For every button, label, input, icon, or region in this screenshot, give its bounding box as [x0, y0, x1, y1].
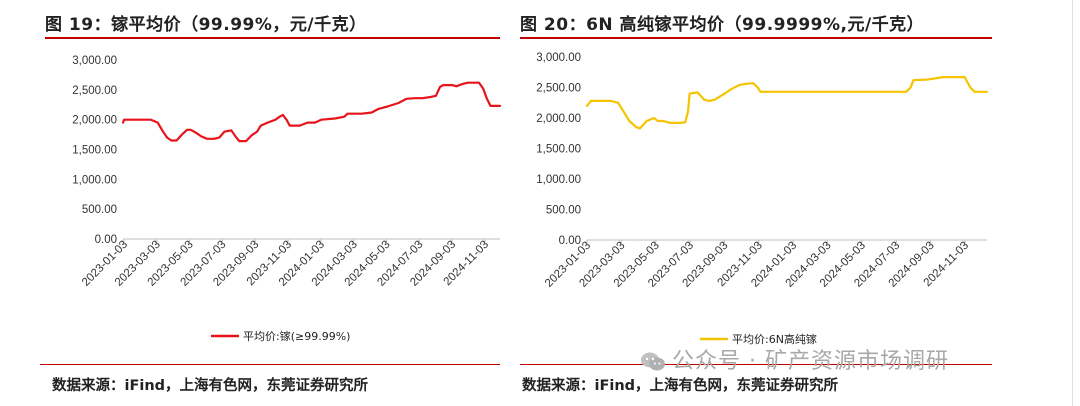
data-source: 数据来源：iFind，上海有色网，东莞证券研究所 [52, 378, 369, 394]
chart-title: 图 19：镓平均价（99.99%，元/千克） [45, 15, 367, 35]
bottom-rule [40, 364, 500, 365]
y-tick-label: 500.00 [546, 205, 581, 217]
wechat-icon [641, 352, 665, 371]
y-tick-label: 1,500.00 [72, 145, 117, 157]
series-line [121, 81, 502, 143]
y-tick-label: 500.00 [82, 204, 117, 216]
legend-label: 平均价:镓(≥99.99%) [243, 329, 350, 343]
line-chart-gallium-price: 3,000.00 2,500.00 2,000.00 1,500.00 1,000.00… [72, 55, 502, 343]
series-line [585, 75, 989, 130]
y-tick-label: 3,000.00 [536, 52, 581, 64]
watermark: 公众号 · 矿产资源市场调研 [640, 343, 949, 375]
chart-title: 图 20：6N 高纯镓平均价（99.9999%,元/千克） [520, 15, 925, 35]
y-tick-label: 1,500.00 [536, 144, 581, 156]
title-rule [520, 37, 992, 39]
y-tick-label: 1,000.00 [72, 174, 117, 186]
title-rule [45, 37, 500, 39]
chart-panel-gallium-99.99: 图 19：镓平均价（99.99%，元/千克） 3,000.00 2,500.00 2… [40, 0, 545, 406]
y-tick-label: 3,000.00 [72, 55, 117, 67]
bottom-rule [520, 364, 992, 365]
y-tick-label: 2,000.00 [72, 115, 117, 127]
y-tick-label: 2,000.00 [536, 113, 581, 125]
chart-panel-6n-gallium: 图 20：6N 高纯镓平均价（99.9999%,元/千克） 3,000.00 2,… [520, 0, 1020, 406]
watermark-text: 公众号 · 矿产资源市场调研 [672, 349, 949, 374]
y-tick-label: 0.00 [559, 235, 581, 247]
page-edge [1072, 0, 1073, 406]
data-source: 数据来源：iFind，上海有色网，东莞证券研究所 [522, 378, 839, 394]
y-tick-label: 2,500.00 [72, 85, 117, 97]
y-tick-label: 1,000.00 [536, 174, 581, 186]
line-chart-6n-gallium-price: 3,000.00 2,500.00 2,000.00 1,500.00 1,000.00… [536, 52, 989, 346]
y-tick-label: 2,500.00 [536, 83, 581, 95]
legend-label: 平均价:6N高纯镓 [732, 332, 817, 346]
y-tick-label: 0.00 [95, 234, 117, 246]
